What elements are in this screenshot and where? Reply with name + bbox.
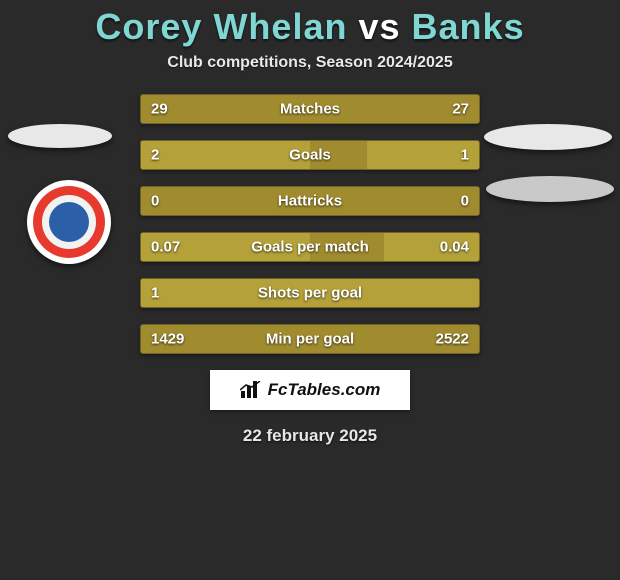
branding-text: FcTables.com bbox=[268, 380, 381, 400]
stat-label: Shots per goal bbox=[258, 285, 362, 302]
subtitle: Club competitions, Season 2024/2025 bbox=[0, 54, 620, 72]
player2-name: Banks bbox=[412, 6, 525, 47]
stat-row: 1429 2522 Min per goal bbox=[140, 324, 480, 354]
stat-label: Matches bbox=[280, 101, 340, 118]
stat-label: Goals per match bbox=[251, 239, 369, 256]
stat-row: 1 Shots per goal bbox=[140, 278, 480, 308]
stat-row: 29 27 Matches bbox=[140, 94, 480, 124]
player1-oval bbox=[8, 124, 112, 148]
stat-value-right: 0 bbox=[461, 193, 469, 210]
club-crest bbox=[27, 180, 111, 264]
stat-row: 0.07 0.04 Goals per match bbox=[140, 232, 480, 262]
player2-oval-top bbox=[484, 124, 612, 150]
stat-row: 0 0 Hattricks bbox=[140, 186, 480, 216]
stat-value-right: 0.04 bbox=[440, 239, 469, 256]
branding-box: FcTables.com bbox=[210, 370, 410, 410]
player1-name: Corey Whelan bbox=[95, 6, 347, 47]
stat-fill-left bbox=[141, 141, 310, 169]
stats-column: 29 27 Matches 2 1 Goals 0 0 Hattricks 0.07 0.04 Goa… bbox=[140, 94, 480, 354]
stat-value-left: 1 bbox=[151, 285, 159, 302]
stat-value-left: 29 bbox=[151, 101, 168, 118]
stat-value-right: 2522 bbox=[436, 331, 469, 348]
stat-value-right: 1 bbox=[461, 147, 469, 164]
vs-text: vs bbox=[358, 6, 400, 47]
page-title: Corey Whelan vs Banks bbox=[0, 0, 620, 48]
club-crest-inner bbox=[33, 186, 105, 258]
stat-value-right: 27 bbox=[452, 101, 469, 118]
bar-chart-icon bbox=[240, 381, 262, 399]
stat-label: Min per goal bbox=[266, 331, 354, 348]
stat-value-left: 0.07 bbox=[151, 239, 180, 256]
stat-value-left: 0 bbox=[151, 193, 159, 210]
stat-value-left: 2 bbox=[151, 147, 159, 164]
stat-row: 2 1 Goals bbox=[140, 140, 480, 170]
stat-label: Hattricks bbox=[278, 193, 342, 210]
player2-oval-bottom bbox=[486, 176, 614, 202]
stat-label: Goals bbox=[289, 147, 331, 164]
stat-value-left: 1429 bbox=[151, 331, 184, 348]
date-label: 22 february 2025 bbox=[0, 426, 620, 446]
